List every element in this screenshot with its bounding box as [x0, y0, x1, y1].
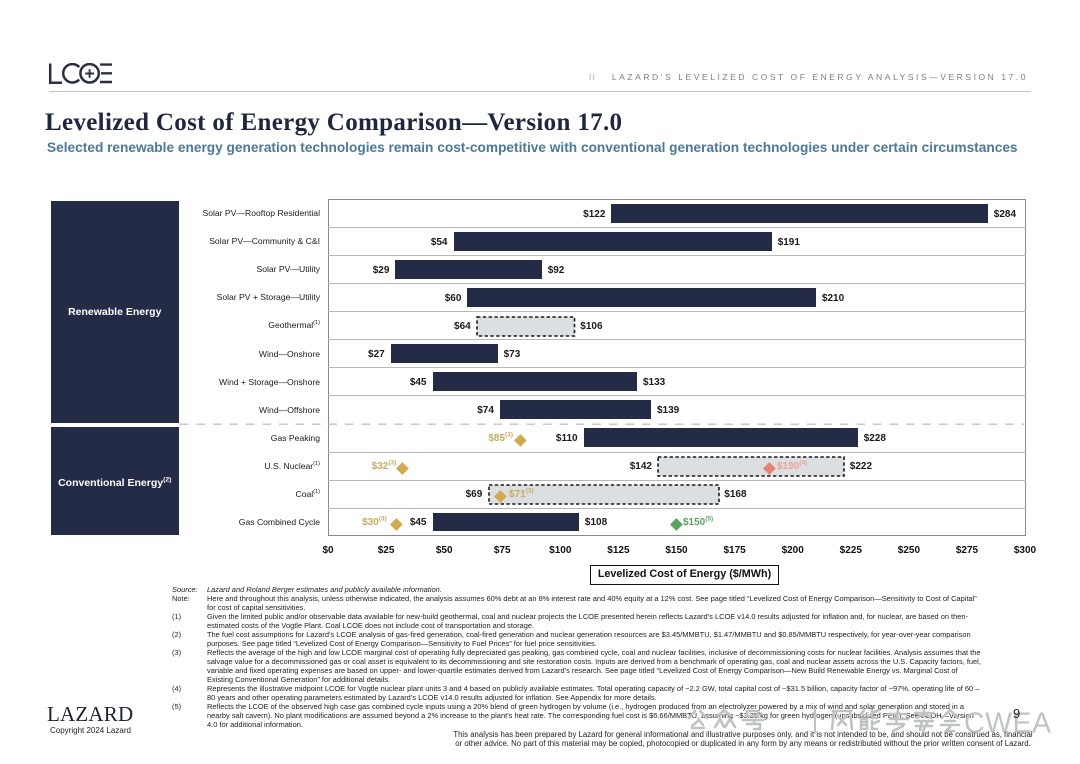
svg-text:CWEA: CWEA [964, 709, 1052, 735]
